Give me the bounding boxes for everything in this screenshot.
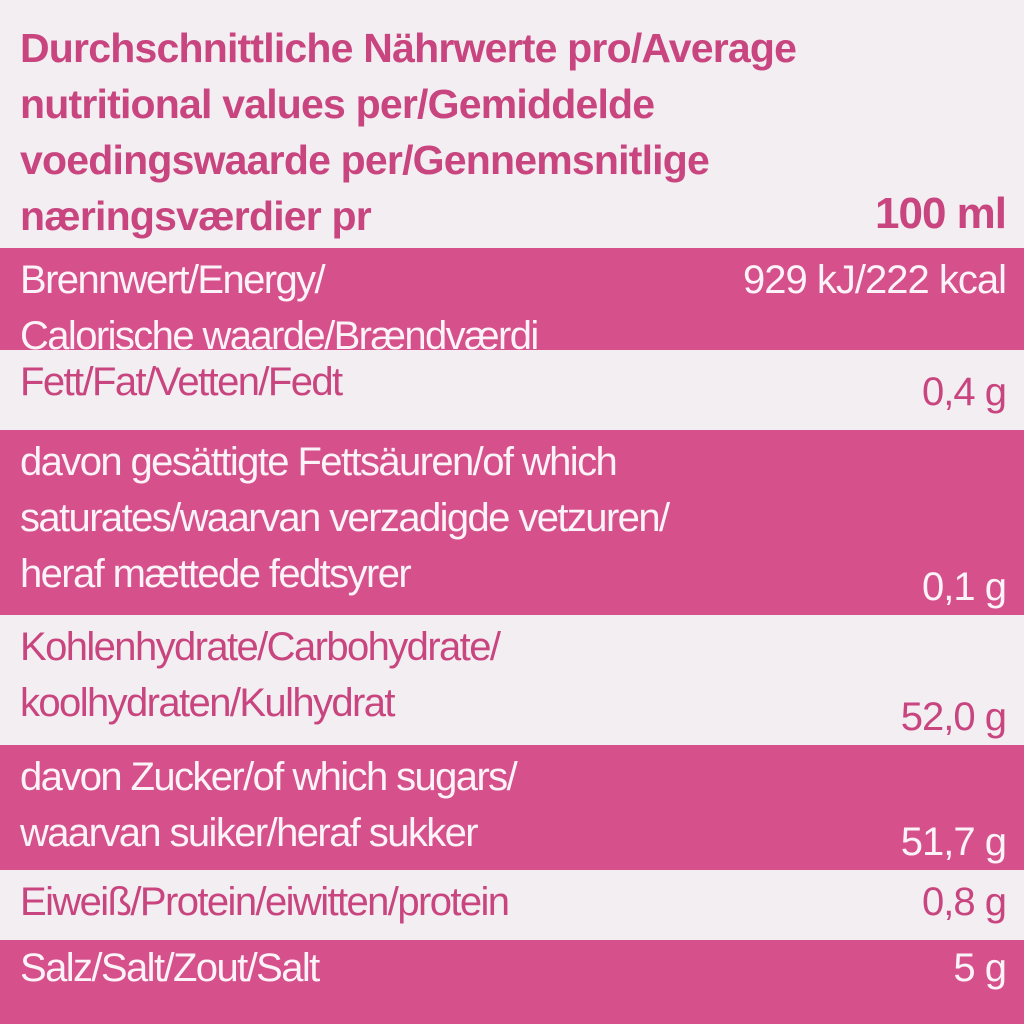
label-line: heraf mættede fedtsyrer (20, 552, 412, 596)
nutrient-row: davon gesättigte Fettsäuren/of which satu… (0, 430, 1024, 615)
nutrient-label: Fett/Fat/Vetten/Fedt (20, 354, 343, 430)
nutrient-label: Eiweiß/Protein/eiwitten/protein (20, 874, 510, 940)
nutrient-value: 0,1 g (922, 565, 1007, 609)
nutrient-label: Kohlenhydrate/Carbohydrate/koolhydraten/… (20, 619, 501, 745)
label-line: saturates/waarvan verzadigde vetzuren/ (20, 496, 670, 540)
nutrient-label: davon gesättigte Fettsäuren/of which satu… (20, 434, 670, 615)
nutrient-label: Durchschnittliche Nährwerte pro/Average n… (20, 20, 797, 248)
nutrient-row: Kohlenhydrate/Carbohydrate/koolhydraten/… (0, 615, 1024, 745)
nutrient-value: 52,0 g (900, 695, 1007, 739)
label-line: voedingswaarde per/Gennemsnitlige (20, 137, 710, 183)
nutrient-value: 100 ml (875, 189, 1007, 238)
label-line: davon gesättigte Fettsäuren/of which (20, 440, 618, 484)
label-line: nutritional values per/Gemiddelde (20, 81, 655, 127)
nutrient-row: Durchschnittliche Nährwerte pro/Average n… (0, 0, 1024, 248)
nutrient-row: Eiweiß/Protein/eiwitten/protein 0,8 g (0, 870, 1024, 940)
label-line: Brennwert/Energy/ (20, 258, 326, 302)
nutrient-value: 0,8 g (922, 880, 1007, 924)
nutrient-value: 0,4 g (922, 370, 1007, 414)
nutrient-value: 51,7 g (900, 820, 1007, 864)
nutrient-row: Salz/Salt/Zout/Salt 5 g (0, 940, 1024, 1024)
nutrient-value: 5 g (953, 946, 1007, 990)
label-line: Fett/Fat/Vetten/Fedt (20, 360, 343, 404)
nutrient-row: davon Zucker/of which sugars/waarvan sui… (0, 745, 1024, 870)
nutrient-label: Salz/Salt/Zout/Salt (20, 940, 320, 1024)
nutrient-row: Fett/Fat/Vetten/Fedt 0,4 g (0, 350, 1024, 430)
nutrient-row: Brennwert/Energy/Calorische waarde/Brænd… (0, 248, 1024, 350)
nutrient-label: davon Zucker/of which sugars/waarvan sui… (20, 749, 518, 870)
label-line: koolhydraten/Kulhydrat (20, 681, 396, 725)
label-line: waarvan suiker/heraf sukker (20, 811, 479, 855)
label-line: næringsværdier pr (20, 193, 372, 239)
label-line: davon Zucker/of which sugars/ (20, 755, 518, 799)
label-line: Durchschnittliche Nährwerte pro/Average (20, 25, 797, 71)
label-line: Salz/Salt/Zout/Salt (20, 946, 320, 990)
label-line: Kohlenhydrate/Carbohydrate/ (20, 625, 501, 669)
label-line: Calorische waarde/Brændværdi (20, 314, 539, 350)
nutrient-value: 929 kJ/222 kcal (743, 258, 1007, 302)
nutrient-label: Brennwert/Energy/Calorische waarde/Brænd… (20, 252, 539, 350)
label-line: Eiweiß/Protein/eiwitten/protein (20, 880, 510, 924)
